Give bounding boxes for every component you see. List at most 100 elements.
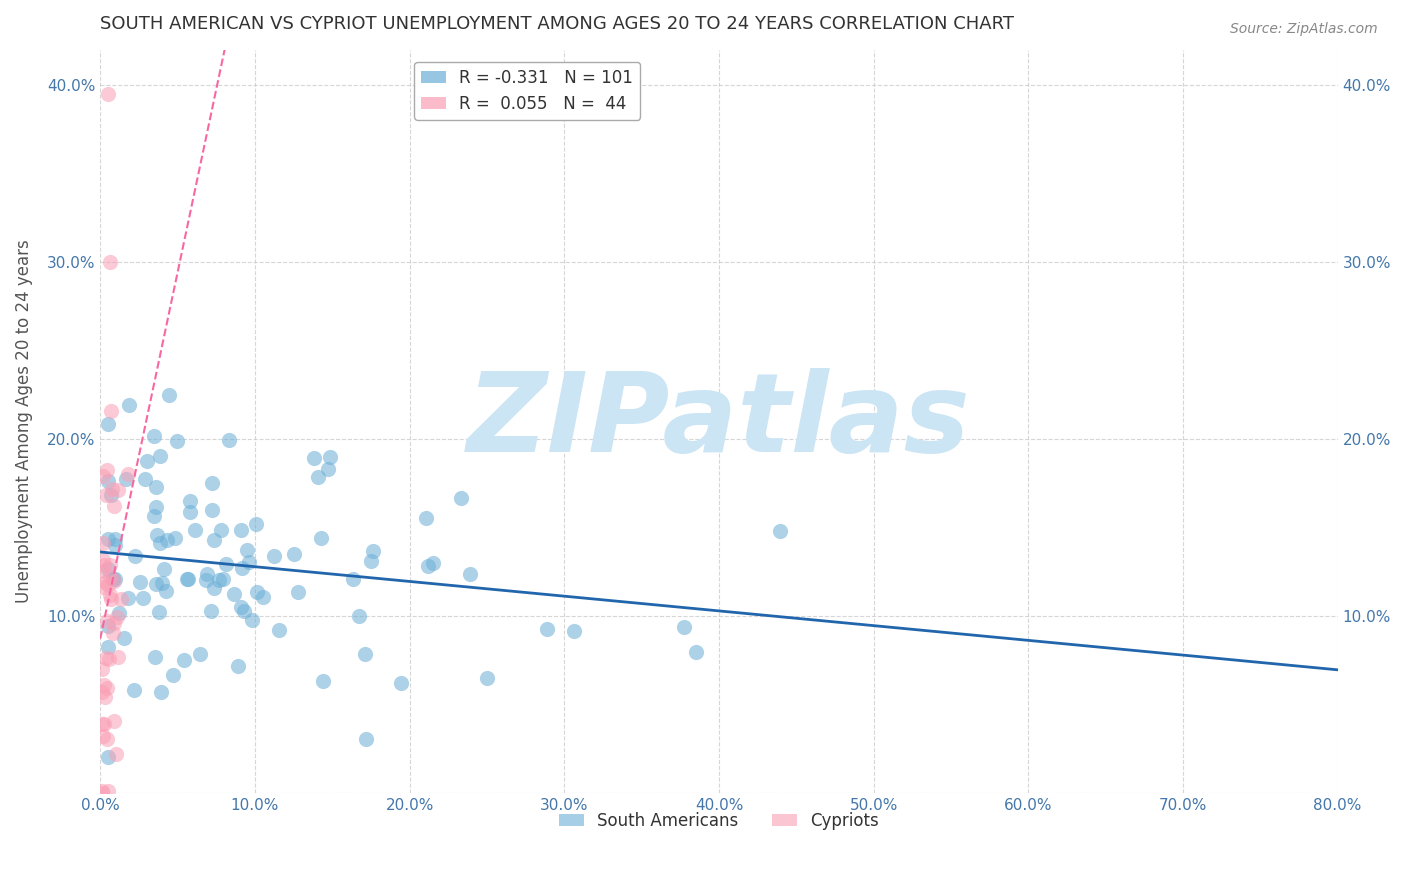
Point bbox=[97, 750, 120, 764]
Point bbox=[134, 472, 156, 486]
Point bbox=[117, 591, 139, 605]
Point bbox=[104, 532, 127, 546]
Point bbox=[98, 255, 121, 269]
Point bbox=[312, 674, 335, 689]
Point bbox=[145, 480, 167, 494]
Point bbox=[97, 784, 120, 798]
Point bbox=[179, 493, 201, 508]
Point bbox=[96, 615, 118, 629]
Legend: South Americans, Cypriots: South Americans, Cypriots bbox=[553, 805, 886, 837]
Point bbox=[103, 574, 125, 588]
Point bbox=[96, 462, 118, 476]
Point bbox=[112, 631, 135, 645]
Point bbox=[422, 557, 444, 571]
Point bbox=[107, 649, 129, 664]
Point bbox=[97, 475, 120, 489]
Point bbox=[90, 662, 112, 676]
Point bbox=[177, 572, 200, 586]
Point bbox=[768, 524, 790, 539]
Point bbox=[132, 591, 155, 606]
Point bbox=[103, 714, 125, 729]
Point bbox=[415, 511, 437, 525]
Point bbox=[307, 470, 329, 484]
Point bbox=[188, 647, 211, 661]
Point bbox=[242, 613, 264, 627]
Point bbox=[283, 547, 305, 561]
Point bbox=[233, 604, 256, 618]
Point bbox=[108, 607, 131, 621]
Point bbox=[90, 784, 112, 798]
Point bbox=[107, 483, 129, 497]
Point bbox=[103, 615, 125, 630]
Point bbox=[143, 650, 166, 665]
Point bbox=[98, 570, 121, 584]
Point bbox=[150, 576, 173, 591]
Point bbox=[564, 624, 586, 639]
Point bbox=[349, 609, 371, 624]
Point bbox=[356, 732, 378, 747]
Point bbox=[97, 640, 120, 654]
Point bbox=[238, 555, 260, 569]
Point bbox=[91, 580, 114, 594]
Point bbox=[269, 623, 291, 637]
Point bbox=[222, 587, 245, 601]
Point bbox=[93, 690, 115, 705]
Point bbox=[128, 574, 150, 589]
Point bbox=[124, 549, 146, 563]
Point bbox=[93, 558, 115, 572]
Point bbox=[195, 566, 218, 581]
Point bbox=[202, 533, 225, 547]
Point bbox=[93, 678, 115, 692]
Point bbox=[100, 404, 122, 418]
Point bbox=[536, 622, 558, 636]
Point bbox=[114, 473, 136, 487]
Point bbox=[97, 577, 120, 591]
Point bbox=[90, 685, 112, 699]
Point bbox=[97, 562, 120, 576]
Point bbox=[229, 523, 252, 537]
Point bbox=[117, 467, 139, 481]
Point bbox=[231, 599, 253, 614]
Point bbox=[91, 564, 114, 578]
Point bbox=[96, 650, 118, 665]
Point bbox=[200, 503, 222, 517]
Point bbox=[96, 732, 118, 747]
Point bbox=[145, 528, 167, 542]
Point bbox=[101, 572, 124, 586]
Point bbox=[97, 87, 120, 101]
Point bbox=[450, 491, 472, 506]
Point bbox=[104, 747, 127, 761]
Point bbox=[246, 585, 269, 599]
Point bbox=[148, 605, 170, 619]
Point bbox=[124, 682, 146, 697]
Point bbox=[245, 517, 267, 532]
Point bbox=[354, 647, 377, 661]
Point bbox=[287, 584, 309, 599]
Point bbox=[150, 684, 173, 698]
Point bbox=[207, 573, 229, 587]
Point bbox=[200, 604, 222, 618]
Point bbox=[110, 591, 132, 606]
Point bbox=[101, 483, 124, 497]
Point bbox=[156, 533, 179, 547]
Point bbox=[416, 558, 439, 573]
Point bbox=[162, 668, 184, 682]
Point bbox=[136, 454, 159, 468]
Point bbox=[194, 573, 217, 587]
Point bbox=[673, 620, 696, 634]
Point bbox=[361, 544, 384, 558]
Point bbox=[183, 523, 205, 537]
Point bbox=[142, 429, 165, 443]
Point bbox=[263, 549, 285, 564]
Point bbox=[97, 533, 120, 547]
Point bbox=[209, 524, 232, 538]
Point bbox=[94, 488, 117, 502]
Point bbox=[176, 572, 198, 586]
Text: Source: ZipAtlas.com: Source: ZipAtlas.com bbox=[1230, 22, 1378, 37]
Point bbox=[118, 398, 141, 412]
Point bbox=[96, 681, 118, 695]
Point bbox=[226, 658, 249, 673]
Point bbox=[215, 557, 238, 571]
Point bbox=[212, 572, 235, 586]
Point bbox=[101, 626, 124, 640]
